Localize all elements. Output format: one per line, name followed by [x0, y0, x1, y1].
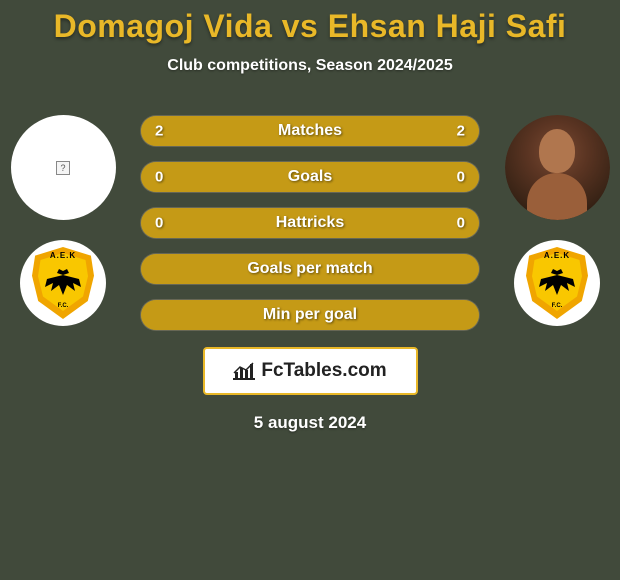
- crest-fc-text: F.C.: [32, 303, 94, 309]
- fctables-logo: FcTables.com: [203, 347, 418, 395]
- right-club-badge: A.E.K F.C.: [514, 240, 600, 326]
- right-player-column: A.E.K F.C.: [502, 115, 612, 326]
- left-player-avatar: [11, 115, 116, 220]
- stat-label: Matches: [278, 122, 342, 140]
- stat-label: Min per goal: [263, 306, 357, 324]
- missing-image-icon: [56, 161, 70, 175]
- stat-value-right: 2: [457, 123, 465, 140]
- stat-value-left: 0: [155, 215, 163, 232]
- stat-label: Goals: [288, 168, 332, 186]
- stat-value-right: 0: [457, 169, 465, 186]
- stat-value-left: 0: [155, 169, 163, 186]
- page-title: Domagoj Vida vs Ehsan Haji Safi: [0, 0, 620, 45]
- eagle-icon: [537, 269, 577, 295]
- crest-text: A.E.K: [526, 251, 588, 260]
- player-photo-icon: [505, 115, 610, 220]
- subtitle: Club competitions, Season 2024/2025: [0, 57, 620, 75]
- logo-text: FcTables.com: [261, 360, 386, 382]
- date-label: 5 august 2024: [0, 413, 620, 433]
- crest-text: A.E.K: [32, 251, 94, 260]
- stat-value-left: 2: [155, 123, 163, 140]
- eagle-icon: [43, 269, 83, 295]
- stat-bar: 0 0 Goals: [140, 161, 480, 193]
- content-area: A.E.K F.C. A.E.K: [0, 115, 620, 433]
- stat-bar: 0 0 Hattricks: [140, 207, 480, 239]
- stat-bar: 2 2 Matches: [140, 115, 480, 147]
- crest-fc-text: F.C.: [526, 303, 588, 309]
- stat-bar: Goals per match: [140, 253, 480, 285]
- left-club-badge: A.E.K F.C.: [20, 240, 106, 326]
- stat-value-right: 0: [457, 215, 465, 232]
- stat-label: Hattricks: [276, 214, 344, 232]
- stat-label: Goals per match: [247, 260, 372, 278]
- comparison-infographic: Domagoj Vida vs Ehsan Haji Safi Club com…: [0, 0, 620, 580]
- stat-bar: Min per goal: [140, 299, 480, 331]
- aek-crest: A.E.K F.C.: [526, 247, 588, 319]
- chart-icon: [233, 362, 255, 380]
- aek-crest: A.E.K F.C.: [32, 247, 94, 319]
- right-player-avatar: [505, 115, 610, 220]
- left-player-column: A.E.K F.C.: [8, 115, 118, 326]
- stat-bars: 2 2 Matches 0 0 Goals 0 0 Hattricks Goals per mat…: [140, 115, 480, 331]
